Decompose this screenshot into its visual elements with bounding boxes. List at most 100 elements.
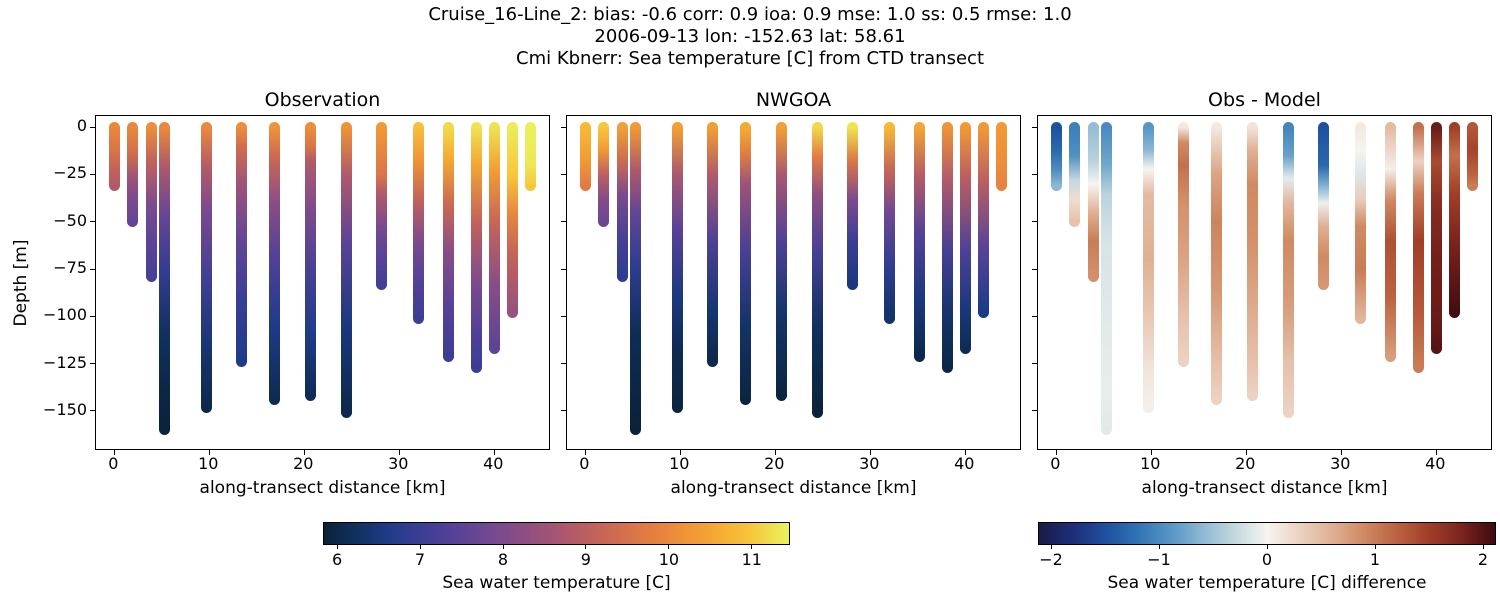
x-tick (584, 450, 586, 455)
x-tick-label: 10 (198, 454, 219, 473)
y-tick-label: −150 (43, 399, 87, 419)
profile-column (1385, 121, 1397, 362)
colorbar-tick (1482, 545, 1484, 549)
colorbar-tick (419, 545, 421, 549)
y-tick-label: −125 (43, 352, 87, 372)
x-tick (303, 450, 305, 455)
x-tick (869, 450, 871, 455)
panel-nwgoa: NWGOA along-transect distance [km] 0 10 20… (561, 0, 1021, 600)
profile-column (630, 121, 642, 436)
panel-title-observation: Observation (264, 89, 381, 111)
x-tick (1055, 450, 1057, 455)
colorbar-tick-label: 2 (1477, 550, 1489, 569)
colorbar-tick (502, 545, 504, 549)
profile-column (1087, 121, 1099, 282)
colorbar-tick (1158, 545, 1160, 549)
x-tick (774, 450, 776, 455)
y-tick-label: 0 (76, 116, 87, 135)
y-tick (561, 173, 566, 175)
colorbar-temperature-label: Sea water temperature [C] (442, 573, 671, 593)
x-tick (1150, 450, 1152, 455)
y-tick-label: −25 (53, 163, 87, 183)
colorbar-tick (1050, 545, 1052, 549)
x-tick-label: 10 (1140, 454, 1161, 473)
x-tick-label: 30 (1330, 454, 1351, 473)
x-tick-label: 20 (764, 454, 785, 473)
y-tick (1032, 315, 1037, 317)
y-tick (90, 268, 95, 270)
y-tick (90, 410, 95, 412)
x-tick-label: 10 (669, 454, 690, 473)
plot-area-observation (90, 115, 550, 455)
x-tick-label: 40 (483, 454, 504, 473)
y-tick-label: −50 (53, 210, 87, 230)
profile-column (108, 121, 120, 192)
x-tick-label: 40 (1425, 454, 1446, 473)
colorbar-temperature-gradient (323, 522, 790, 545)
y-tick (1032, 268, 1037, 270)
profile-column (811, 121, 823, 419)
profile-column (1142, 121, 1154, 413)
y-tick (561, 410, 566, 412)
y-tick (1032, 363, 1037, 365)
profile-column (959, 121, 971, 354)
profile-column (304, 121, 316, 402)
profile-column (470, 121, 482, 373)
profile-column (914, 121, 926, 362)
y-tick-label: −100 (43, 305, 87, 325)
x-tick (1435, 450, 1437, 455)
suptitle-line-variable: Cmi Kbnerr: Sea temperature [C] from CTD… (516, 48, 984, 69)
x-tick (679, 450, 681, 455)
y-tick (561, 363, 566, 365)
profile-column (941, 121, 953, 373)
x-tick (208, 450, 210, 455)
panel-title-nwgoa: NWGOA (755, 89, 832, 111)
panel-obs-minus-model: Obs - Model along-transect distance [km]… (1032, 0, 1492, 600)
y-tick (561, 315, 566, 317)
profile-column (616, 121, 628, 282)
x-tick-label: 20 (1235, 454, 1256, 473)
x-tick-label: 30 (388, 454, 409, 473)
colorbar-tick-label: 6 (332, 550, 343, 569)
profile-column (1050, 121, 1062, 192)
colorbar-tick-label: 8 (497, 550, 509, 569)
profile-column (846, 121, 858, 290)
y-tick (1032, 221, 1037, 223)
profile-column (671, 121, 683, 413)
profile-column (269, 121, 281, 406)
profile-column (1211, 121, 1223, 406)
plot-area-nwgoa (561, 115, 1021, 455)
x-tick-label: 30 (859, 454, 880, 473)
y-tick (90, 315, 95, 317)
y-tick (561, 126, 566, 128)
profile-column (1412, 121, 1424, 373)
panel-observation: Observation along-transect distance [km]… (43, 0, 550, 600)
x-tick (1340, 450, 1342, 455)
profile-column (977, 121, 989, 318)
profile-column (1317, 121, 1329, 290)
profile-column (579, 121, 591, 192)
profile-column (1068, 121, 1080, 228)
profile-column (1466, 121, 1478, 192)
colorbar-tick-label: −2 (1039, 550, 1063, 569)
profile-column (524, 121, 536, 192)
x-tick (493, 450, 495, 455)
profile-column (340, 121, 352, 419)
colorbar-tick-label: 10 (658, 550, 680, 569)
y-axis-label: Depth [m] (11, 239, 31, 327)
colorbar-tick (585, 545, 587, 549)
x-tick-label: 20 (293, 454, 314, 473)
x-tick (964, 450, 966, 455)
x-axis-label: along-transect distance [km] (670, 478, 917, 498)
suptitle-line-datetime-position: 2006-09-13 lon: -152.63 lat: 58.61 (594, 26, 906, 47)
profile-column (506, 121, 518, 318)
colorbar-tick-label: 7 (414, 550, 426, 569)
y-tick (90, 221, 95, 223)
y-tick (561, 268, 566, 270)
profile-column (159, 121, 171, 436)
panel-title-obs-minus-model: Obs - Model (1208, 89, 1321, 111)
profile-column (1246, 121, 1258, 402)
profile-column (883, 121, 895, 324)
profile-column (200, 121, 212, 413)
colorbar-difference-gradient (1038, 522, 1496, 545)
